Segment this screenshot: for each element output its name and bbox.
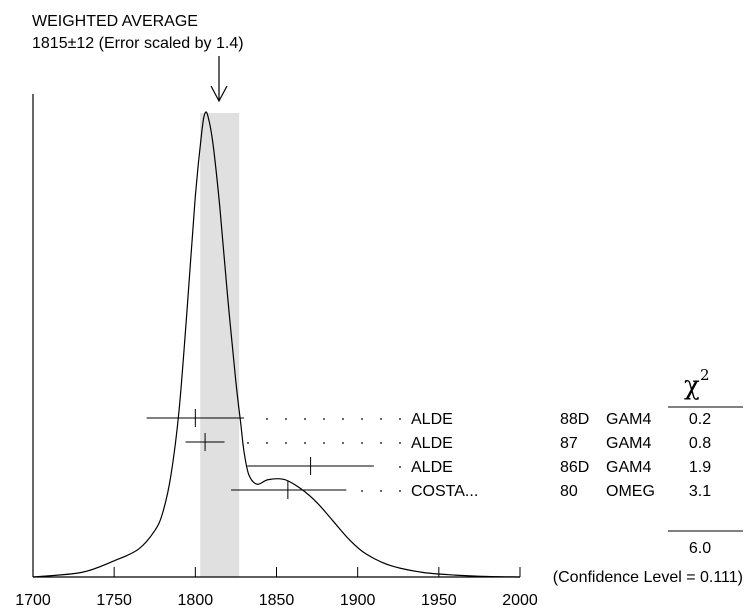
measurement-technique: OMEG	[606, 483, 655, 500]
x-tick-label: 1900	[340, 592, 376, 609]
measurement-author: ALDE	[411, 411, 453, 428]
measurement-chi2: 0.8	[689, 435, 711, 452]
measurement-row: COSTA... 80 OMEG 3.1	[231, 481, 711, 500]
leader-dots	[399, 466, 401, 468]
x-tick-label: 1950	[421, 592, 457, 609]
measurement-author: ALDE	[411, 435, 453, 452]
x-tick-label: 2000	[502, 592, 538, 609]
measurement-row: ALDE 86D GAM4 1.9	[247, 457, 711, 476]
measurement-technique: GAM4	[606, 411, 651, 428]
measurement-year: 80	[560, 483, 578, 500]
measurement-year: 86D	[560, 459, 589, 476]
leader-dots	[266, 418, 401, 420]
x-tick-label: 1700	[15, 592, 51, 609]
measurement-author: COSTA...	[411, 483, 478, 500]
measurements: ALDE 88D GAM4 0.2 ALDE 87 GAM4 0.8 ALDE 86D GAM4 1.…	[146, 409, 711, 500]
header-title: WEIGHTED AVERAGE	[32, 13, 198, 30]
x-tick-label: 1850	[259, 592, 295, 609]
x-tick-labels: 1700 1750 1800 1850 1900 1950 2000	[15, 592, 538, 609]
measurement-technique: GAM4	[606, 435, 651, 452]
chi2-total: 6.0	[689, 540, 711, 557]
x-ticks	[32, 567, 521, 577]
measurement-chi2: 0.2	[689, 411, 711, 428]
measurement-row: ALDE 87 GAM4 0.8	[185, 433, 711, 452]
leader-dots	[247, 442, 401, 444]
ideogram-curve	[32, 111, 521, 578]
x-tick-label: 1800	[178, 592, 214, 609]
measurement-row: ALDE 88D GAM4 0.2	[146, 409, 711, 428]
header-average: 1815±12 (Error scaled by 1.4)	[32, 35, 244, 52]
average-band	[200, 113, 240, 577]
measurement-chi2: 1.9	[689, 459, 711, 476]
chi2-header: χ	[684, 371, 700, 401]
leader-dots	[361, 490, 401, 492]
measurement-year: 88D	[560, 411, 589, 428]
confidence-level: (Confidence Level = 0.111)	[553, 569, 743, 586]
measurement-year: 87	[560, 435, 578, 452]
chi2-header-superscript: 2	[700, 366, 710, 384]
measurement-technique: GAM4	[606, 459, 651, 476]
measurement-chi2: 3.1	[689, 483, 711, 500]
x-tick-label: 1750	[96, 592, 132, 609]
measurement-author: ALDE	[411, 459, 453, 476]
average-arrow	[210, 56, 228, 103]
